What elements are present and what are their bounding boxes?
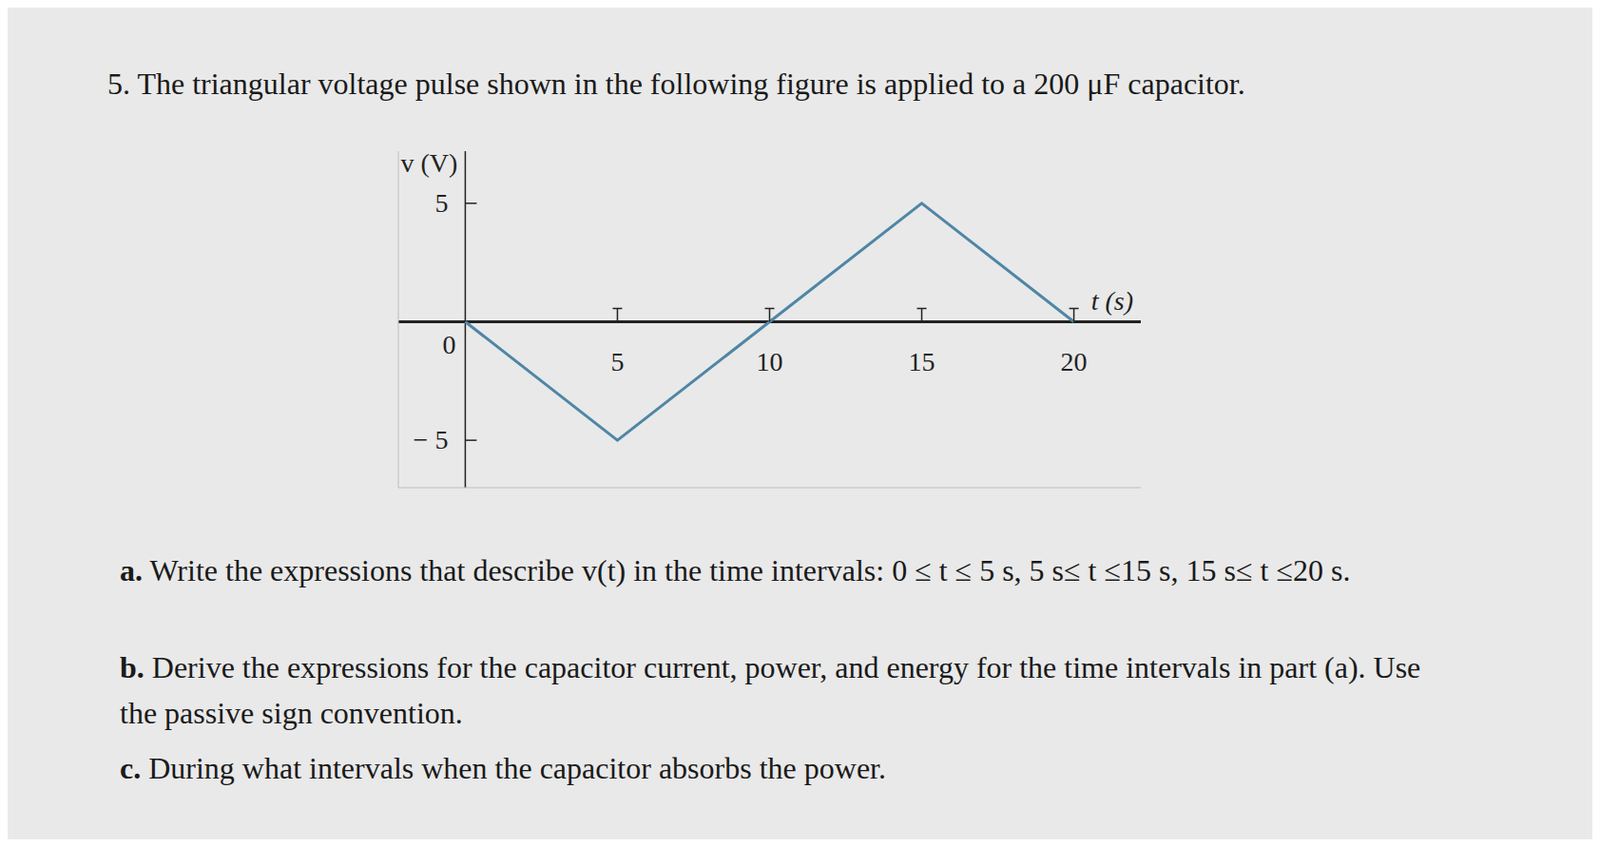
svg-text:15: 15	[908, 346, 936, 377]
svg-text:t (s): t (s)	[1091, 286, 1134, 316]
svg-text:v (V): v (V)	[401, 148, 459, 178]
svg-text:20: 20	[1060, 346, 1088, 377]
svg-text:5: 5	[434, 188, 448, 218]
html-text:b. Derive the expressions for: b. Derive the expressions for the capaci…	[119, 650, 1421, 731]
html-text:c. During what intervals when: c. During what intervals when the capaci…	[119, 751, 887, 786]
svg-text:5: 5	[610, 346, 624, 377]
html-text:a. Write the expressions that: a. Write the expressions that describe v…	[119, 553, 1351, 588]
svg-text:− 5: − 5	[413, 424, 449, 455]
html-text:5. The triangular voltage puls: 5. The triangular voltage pulse shown in…	[107, 66, 1246, 101]
svg-text:0: 0	[442, 329, 456, 360]
svg-text:10: 10	[756, 346, 784, 377]
